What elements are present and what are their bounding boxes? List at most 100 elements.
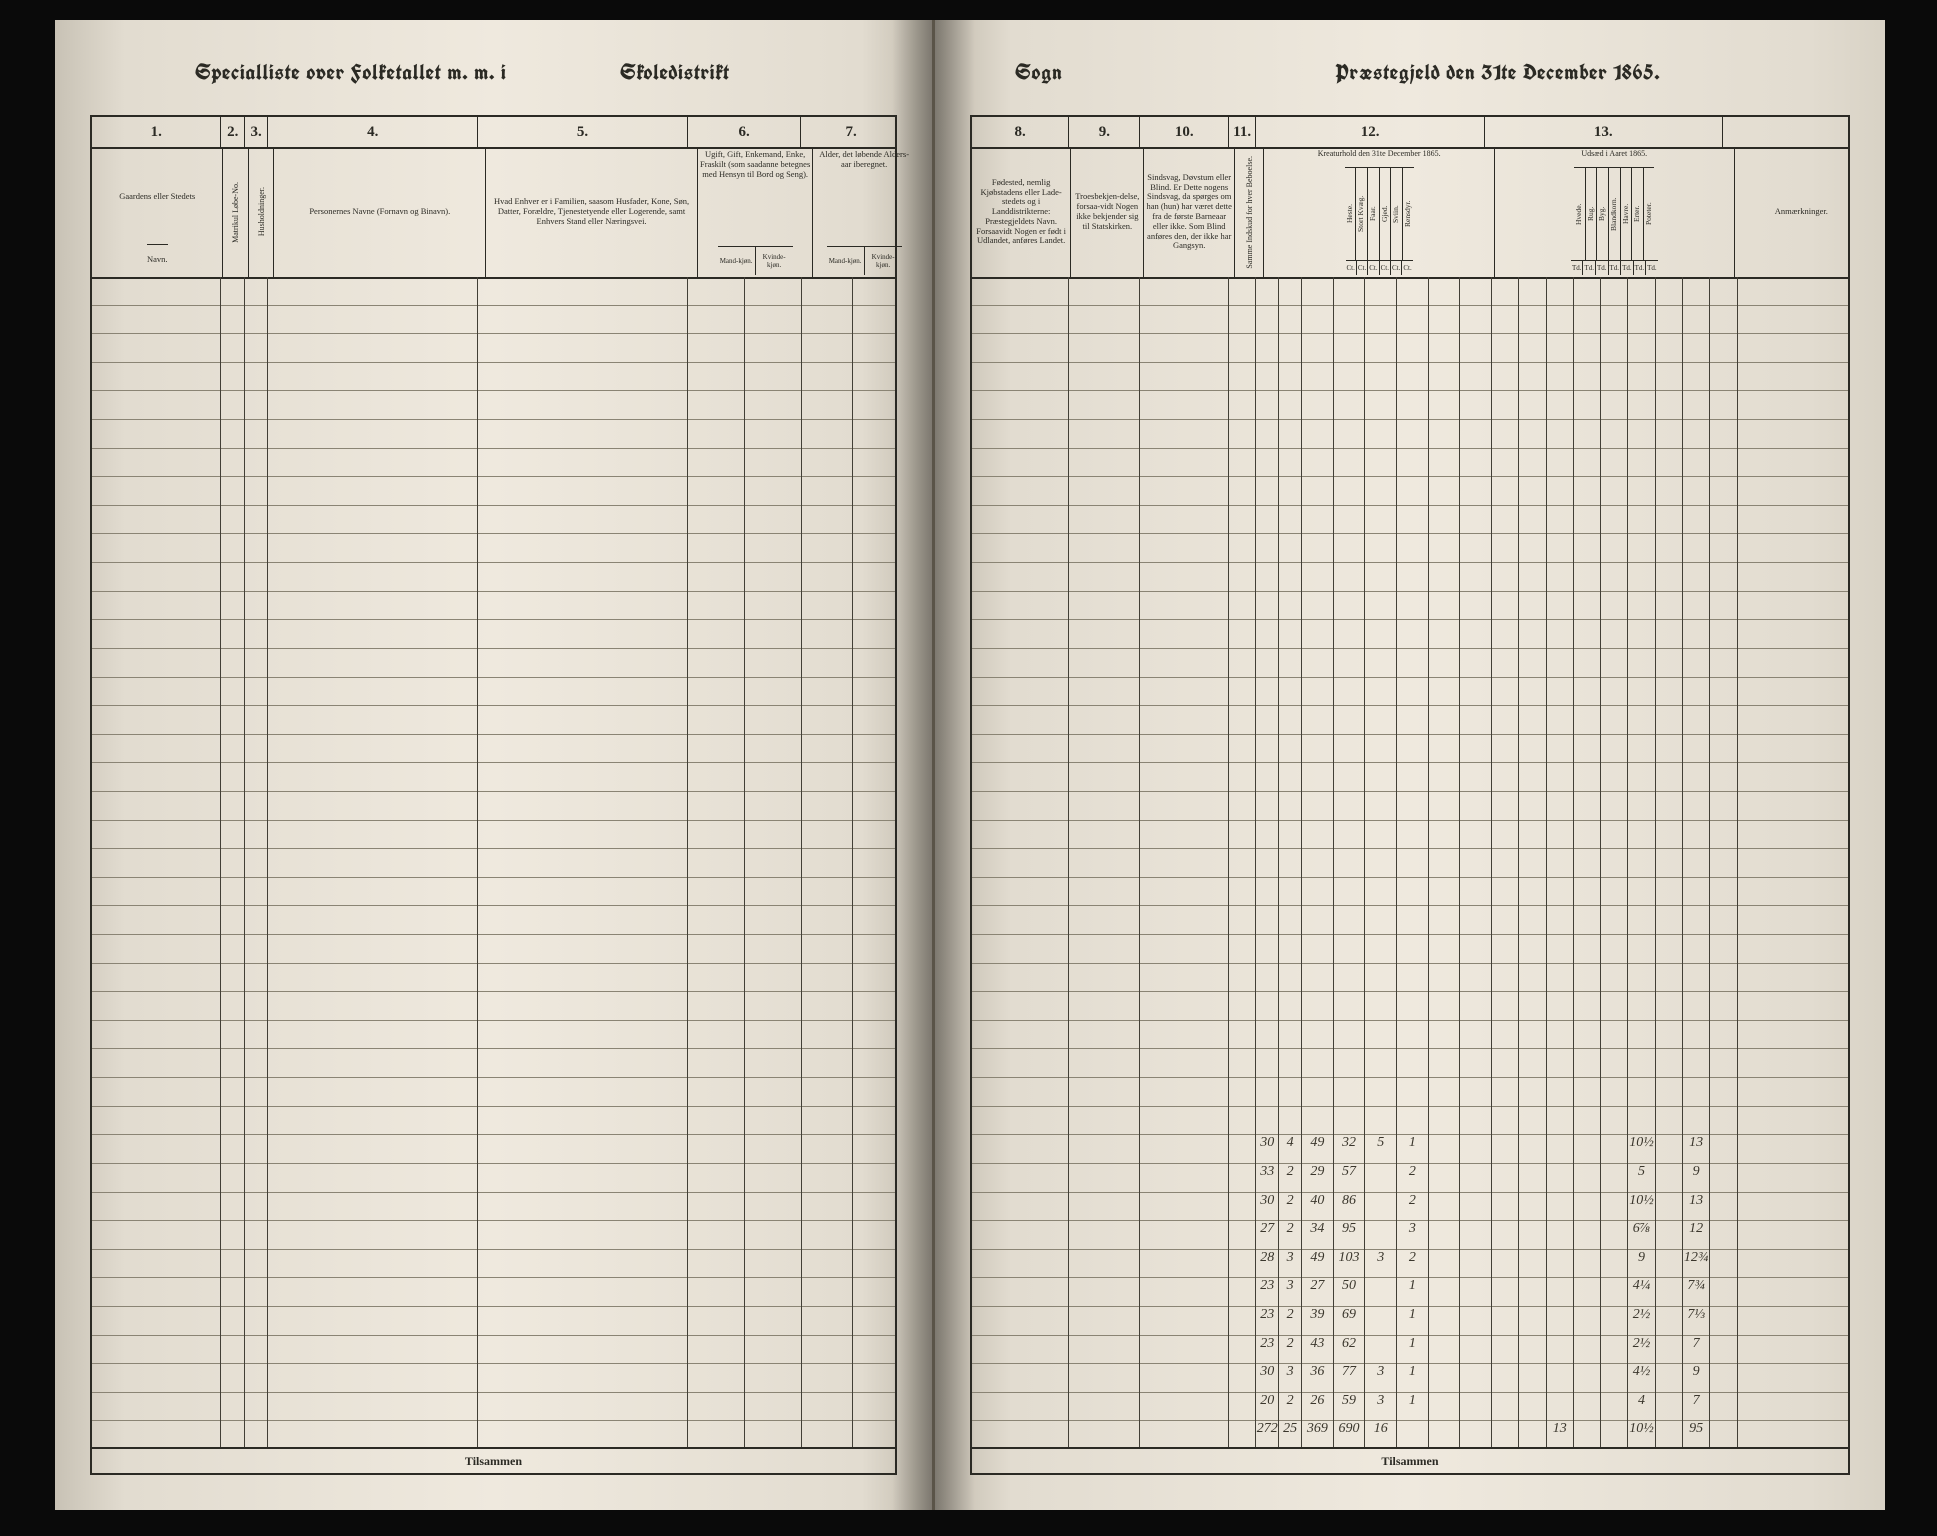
colnum-8: 8. [972,117,1069,147]
colnum-10: 10. [1140,117,1229,147]
h13c: Byg. [1598,194,1607,234]
table-row [972,563,1848,592]
left-body [92,277,895,1449]
left-title-b: Skoledistrikt [620,58,730,87]
h3: Husholdninger. [257,187,266,236]
right-table-frame: 8. 9. 10. 11. 12. 13. Fødested, nemlig K… [970,115,1850,1475]
table-row [92,992,895,1021]
colnum-3: 3. [245,117,268,147]
table-row [92,592,895,621]
table-row [92,1336,895,1365]
table-row [92,363,895,392]
h13d: Blandkorn. [1610,194,1619,234]
table-row [92,1278,895,1307]
table-row [92,706,895,735]
table-row [972,649,1848,678]
table-row [92,906,895,935]
table-row [92,821,895,850]
right-body: 30449325110½1333229572593024086210½13272… [972,277,1848,1449]
table-row [972,1107,1848,1136]
h10: Sindsvag, Døvstum eller Blind. Er Dette … [1144,147,1235,277]
h12e: Sviin. [1392,194,1401,234]
table-row [92,1049,895,1078]
h2: Matrikul Løbe-No. [231,182,240,243]
h7a: Mand-kjøn. [827,247,865,275]
table-row [972,592,1848,621]
table-row: 232436212½7 [972,1336,1848,1365]
h13-top: Udsæd i Aaret 1865. [1581,149,1647,167]
table-row [92,649,895,678]
table-row [972,363,1848,392]
right-title-b: Præstegjeld den 31te December 1865. [1335,58,1660,87]
right-header-row: Fødested, nemlig Kjøbstadens eller Lade-… [972,147,1848,279]
table-row: 233275014¼7¾ [972,1278,1848,1307]
table-row [972,1021,1848,1050]
table-row [972,763,1848,792]
table-row: 30449325110½13 [972,1135,1848,1164]
table-row [92,1078,895,1107]
colnum-13: 13. [1485,117,1723,147]
table-row [92,1107,895,1136]
h11: Samme Indskud for hver Beboelse. [1245,156,1254,269]
table-row: 2834910332912¾ [972,1250,1848,1279]
table-row: 27225369690161310½95 [972,1421,1848,1449]
table-row [92,506,895,535]
table-row [972,792,1848,821]
table-row [972,534,1848,563]
table-row: 272349536⅞12 [972,1221,1848,1250]
h12c: Faar. [1369,194,1378,234]
table-row [92,449,895,478]
right-title-a: Sogn [1015,58,1063,87]
colnum-11: 11. [1229,117,1256,147]
h1-bot: Navn. [147,244,168,275]
h12-top: Kreaturhold den 31te December 1865. [1318,149,1441,167]
table-row [972,277,1848,306]
table-row [92,678,895,707]
table-row [972,1078,1848,1107]
table-row [972,449,1848,478]
h6a: Mand-kjøn. [718,247,756,275]
left-title-a: Specialliste over Folketallet m. m. i [195,58,506,87]
h13a: Hvede. [1575,194,1584,234]
colnum-2: 2. [221,117,244,147]
colnum-14 [1723,117,1854,147]
table-row [92,849,895,878]
colnum-5: 5. [478,117,688,147]
h12f: Rensdyr. [1404,194,1413,234]
h13b: Rug. [1587,194,1596,234]
table-row [972,678,1848,707]
book-spread: Specialliste over Folketallet m. m. i Sk… [55,20,1885,1510]
colnum-9: 9. [1069,117,1140,147]
table-row: 3024086210½13 [972,1193,1848,1222]
table-row [92,1164,895,1193]
colnum-7: 7. [801,117,901,147]
table-row [92,306,895,335]
table-row [92,1221,895,1250]
table-row [92,1135,895,1164]
table-row [92,935,895,964]
left-colnum-row: 1. 2. 3. 4. 5. 6. 7. [92,117,895,149]
table-row [972,477,1848,506]
h9: Troesbekjen-delse, forsaa-vidt Nogen ikk… [1071,147,1144,277]
h13e: Havre. [1622,194,1631,234]
table-row [972,849,1848,878]
h6b: Kvinde-kjøn. [756,247,793,275]
h12d: Gjed. [1381,194,1390,234]
table-row: 3322957259 [972,1164,1848,1193]
table-row [92,964,895,993]
colnum-4: 4. [268,117,478,147]
h8: Fødested, nemlig Kjøbstadens eller Lade-… [972,147,1071,277]
table-row [92,763,895,792]
table-row [972,620,1848,649]
table-row [972,334,1848,363]
table-row [972,992,1848,1021]
table-row [972,735,1848,764]
table-row [92,277,895,306]
table-row [972,878,1848,907]
table-row [972,306,1848,335]
table-row [92,620,895,649]
table-row [92,1421,895,1449]
table-row [92,878,895,907]
table-row [972,420,1848,449]
right-page: Sogn Præstegjeld den 31te December 1865.… [935,20,1885,1510]
